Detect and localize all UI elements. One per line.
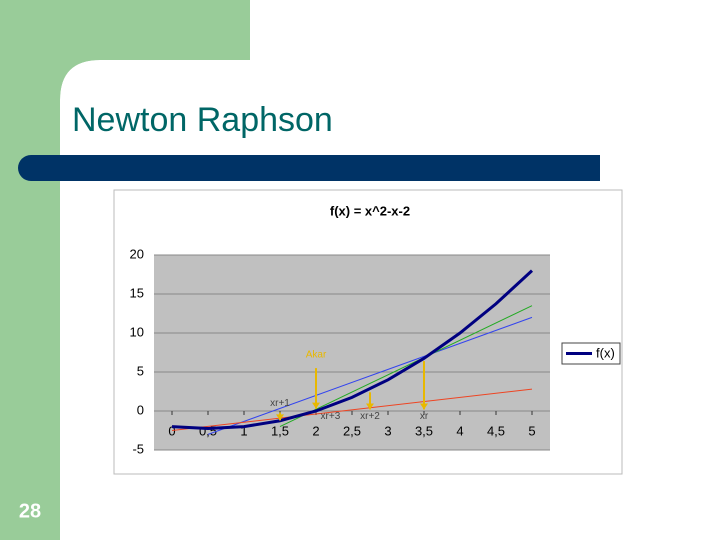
- y-tick-label: 5: [137, 363, 144, 378]
- corner-fill: [60, 60, 100, 100]
- arrow-head: [312, 402, 320, 409]
- annotation: xr+1: [270, 398, 290, 409]
- x-tick-label: 2: [312, 423, 319, 438]
- arrow-head: [276, 414, 284, 421]
- x-tick-label: 4,5: [487, 423, 505, 438]
- tangent-line: [171, 388, 533, 431]
- series-line: [171, 269, 534, 431]
- x-tick-label: 5: [528, 423, 535, 438]
- x-tick-label: 1: [240, 423, 247, 438]
- slide-title: Newton Raphson: [72, 101, 333, 139]
- x-tick-label: 0: [168, 423, 175, 438]
- y-tick-label: 10: [130, 324, 144, 339]
- y-tick-label: -5: [132, 441, 144, 456]
- arrow-head: [366, 403, 374, 410]
- plot-area: [154, 255, 550, 450]
- annotation: xr+3: [321, 411, 341, 422]
- annotation: Akar: [306, 349, 327, 360]
- arrow-head: [420, 403, 428, 410]
- y-tick-label: 0: [137, 402, 144, 417]
- tangent-line: [207, 316, 533, 435]
- y-tick-label: 15: [130, 285, 144, 300]
- title-bar-body: [40, 155, 600, 181]
- annotation: xr: [420, 411, 429, 422]
- top-strip: [0, 0, 250, 60]
- legend-label: f(x): [596, 345, 615, 360]
- y-tick-label: 20: [130, 246, 144, 261]
- x-tick-label: 1,5: [271, 423, 289, 438]
- page-number: 28: [19, 500, 41, 522]
- chart-title: f(x) = x^2-x-2: [330, 203, 410, 218]
- tangent-line: [279, 305, 533, 428]
- x-tick-label: 4: [456, 423, 463, 438]
- x-tick-label: 3,5: [415, 423, 433, 438]
- side-strip: [0, 0, 60, 540]
- x-tick-label: 3: [384, 423, 391, 438]
- annotation: xr+2: [360, 411, 380, 422]
- x-tick-label: 2,5: [343, 423, 361, 438]
